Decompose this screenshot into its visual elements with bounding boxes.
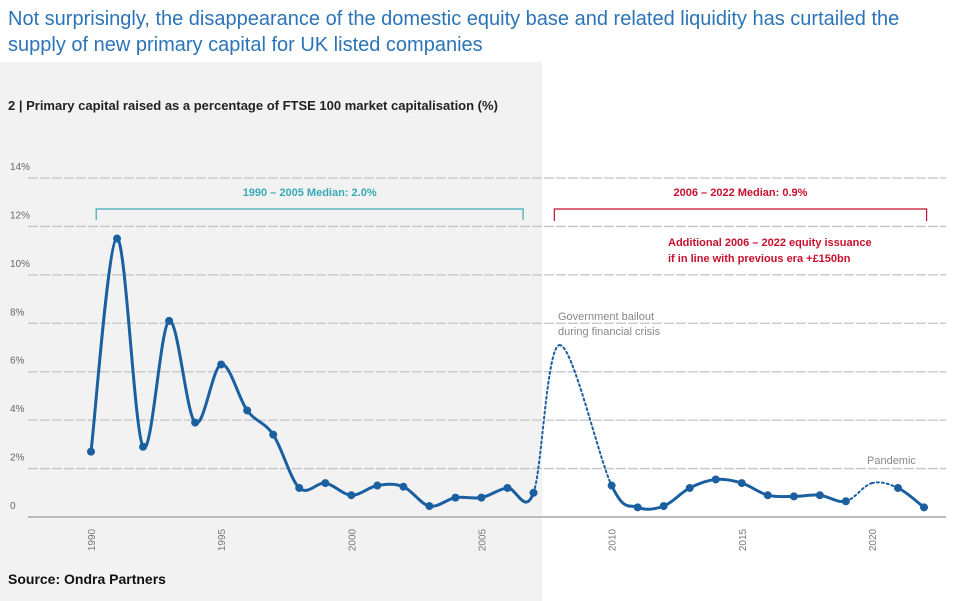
data-point [920,503,928,512]
y-tick-label: 8% [10,307,25,318]
series-segment [427,496,457,508]
data-point [607,481,616,490]
pandemic-annotation: Pandemic [867,455,916,467]
series-segment-estimated [844,482,873,503]
series-segment [662,486,692,508]
series-segment [401,485,431,508]
data-point [347,491,356,500]
series-segment [141,319,171,449]
era1-bracket [95,208,524,220]
data-point [217,360,226,369]
data-point [139,442,148,451]
y-tick-label: 2% [10,453,25,464]
data-point [841,497,850,506]
series-segment-estimated [558,344,613,487]
series-segment [323,481,353,497]
data-point [633,503,642,512]
era1-median-label: 1990 – 2005 Median: 2.0% [243,187,377,199]
bailout-annotation-line1: Government bailout [558,311,654,323]
series-segment [479,486,509,500]
data-point [477,493,486,502]
y-tick-label: 4% [10,404,25,415]
series-segment-estimated [532,344,561,494]
series-segment [271,433,301,490]
era2-bracket [553,208,928,221]
data-point [711,475,720,484]
series-segment [297,481,327,492]
data-point [243,406,252,415]
x-tick-label: 2020 [868,528,879,551]
y-tick-label: 12% [10,210,30,221]
data-point [321,479,330,488]
series-segment [506,486,536,504]
series-segment [610,484,640,509]
y-tick-label: 0 [10,501,16,512]
y-tick-label: 6% [10,356,25,367]
data-point [295,483,304,492]
data-point [87,447,95,456]
chart-title: 2 | Primary capital raised as a percenta… [8,98,498,113]
source-note: Source: Ondra Partners [8,571,166,587]
data-point [113,234,122,243]
data-point [659,502,668,511]
page-title: Not surprisingly, the disappearance of t… [8,8,900,56]
data-point [763,491,772,500]
series-segment [349,484,379,497]
data-point [529,488,538,497]
data-point [815,491,824,500]
era2-median-label: 2006 – 2022 Median: 0.9% [674,187,808,199]
data-point [191,418,200,427]
data-point [425,502,434,511]
data-point [373,481,382,490]
y-tick-label: 10% [10,259,30,270]
data-point [503,483,512,492]
data-point [893,483,902,492]
series-segment [193,362,223,425]
bailout-annotation-line2: during financial crisis [558,326,661,338]
additional-issuance-line1: Additional 2006 – 2022 equity issuance [668,237,872,249]
series-segment [115,237,145,449]
x-tick-label: 1995 [217,528,228,551]
additional-issuance-line2: if in line with previous era +£150bn [668,253,851,265]
data-point [451,493,460,502]
data-point [737,479,746,488]
data-point [165,316,174,325]
x-tick-label: 2000 [347,528,358,551]
data-point [685,483,694,492]
series-segment [896,486,926,509]
data-point [789,492,798,501]
y-tick-label: 14% [10,162,30,173]
series-segment [245,408,275,437]
data-point [399,482,408,491]
x-tick-label: 2015 [738,528,749,551]
x-tick-label: 2005 [477,528,488,551]
series-segment [688,477,718,490]
data-point [269,430,278,439]
pre-2006-shaded-region [0,62,542,601]
x-tick-label: 1990 [87,528,98,551]
x-tick-label: 2010 [608,528,619,551]
series-segment [89,237,119,454]
series-segment [740,481,770,497]
